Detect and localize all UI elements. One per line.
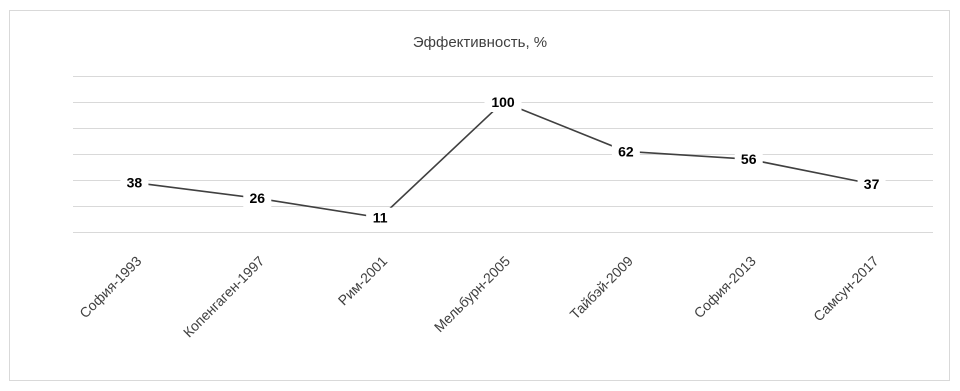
data-label: 56 xyxy=(734,149,763,170)
data-label-background xyxy=(611,141,640,162)
chart-frame xyxy=(9,10,950,381)
data-label: 11 xyxy=(366,207,395,228)
data-label-background xyxy=(366,207,395,228)
data-label: 26 xyxy=(243,188,272,209)
category-label: Рим-2001 xyxy=(335,253,391,309)
data-label-text: 38 xyxy=(127,175,143,191)
data-label-background xyxy=(484,92,522,112)
data-label: 38 xyxy=(120,172,149,193)
data-label: 100 xyxy=(484,92,522,112)
category-label: София-1993 xyxy=(76,253,144,321)
category-axis-labels: София-1993 Копенгаген-1997 Рим-2001 Мельбур… xyxy=(76,253,882,341)
data-label-text: 37 xyxy=(864,176,880,192)
data-label-text: 11 xyxy=(373,210,388,226)
category-label: София-2013 xyxy=(691,253,759,321)
category-label: Копенгаген-1997 xyxy=(180,253,268,341)
data-labels: 38 26 11 100 62 56 37 xyxy=(120,92,886,228)
data-label-background xyxy=(734,149,763,170)
data-label-background xyxy=(120,172,149,193)
data-label-text: 100 xyxy=(491,94,515,110)
category-label: Мельбурн-2005 xyxy=(431,253,514,336)
data-label-background xyxy=(243,188,272,209)
data-label-text: 56 xyxy=(741,151,757,167)
data-label-text: 26 xyxy=(249,190,265,206)
category-label: Тайбэй-2009 xyxy=(567,253,637,323)
data-label: 37 xyxy=(857,173,886,194)
data-label: 62 xyxy=(611,141,640,162)
data-label-background xyxy=(857,173,886,194)
data-label-text: 62 xyxy=(618,143,634,159)
chart-title: Эффективность, % xyxy=(413,34,547,51)
category-label: Самсун-2017 xyxy=(810,253,882,325)
